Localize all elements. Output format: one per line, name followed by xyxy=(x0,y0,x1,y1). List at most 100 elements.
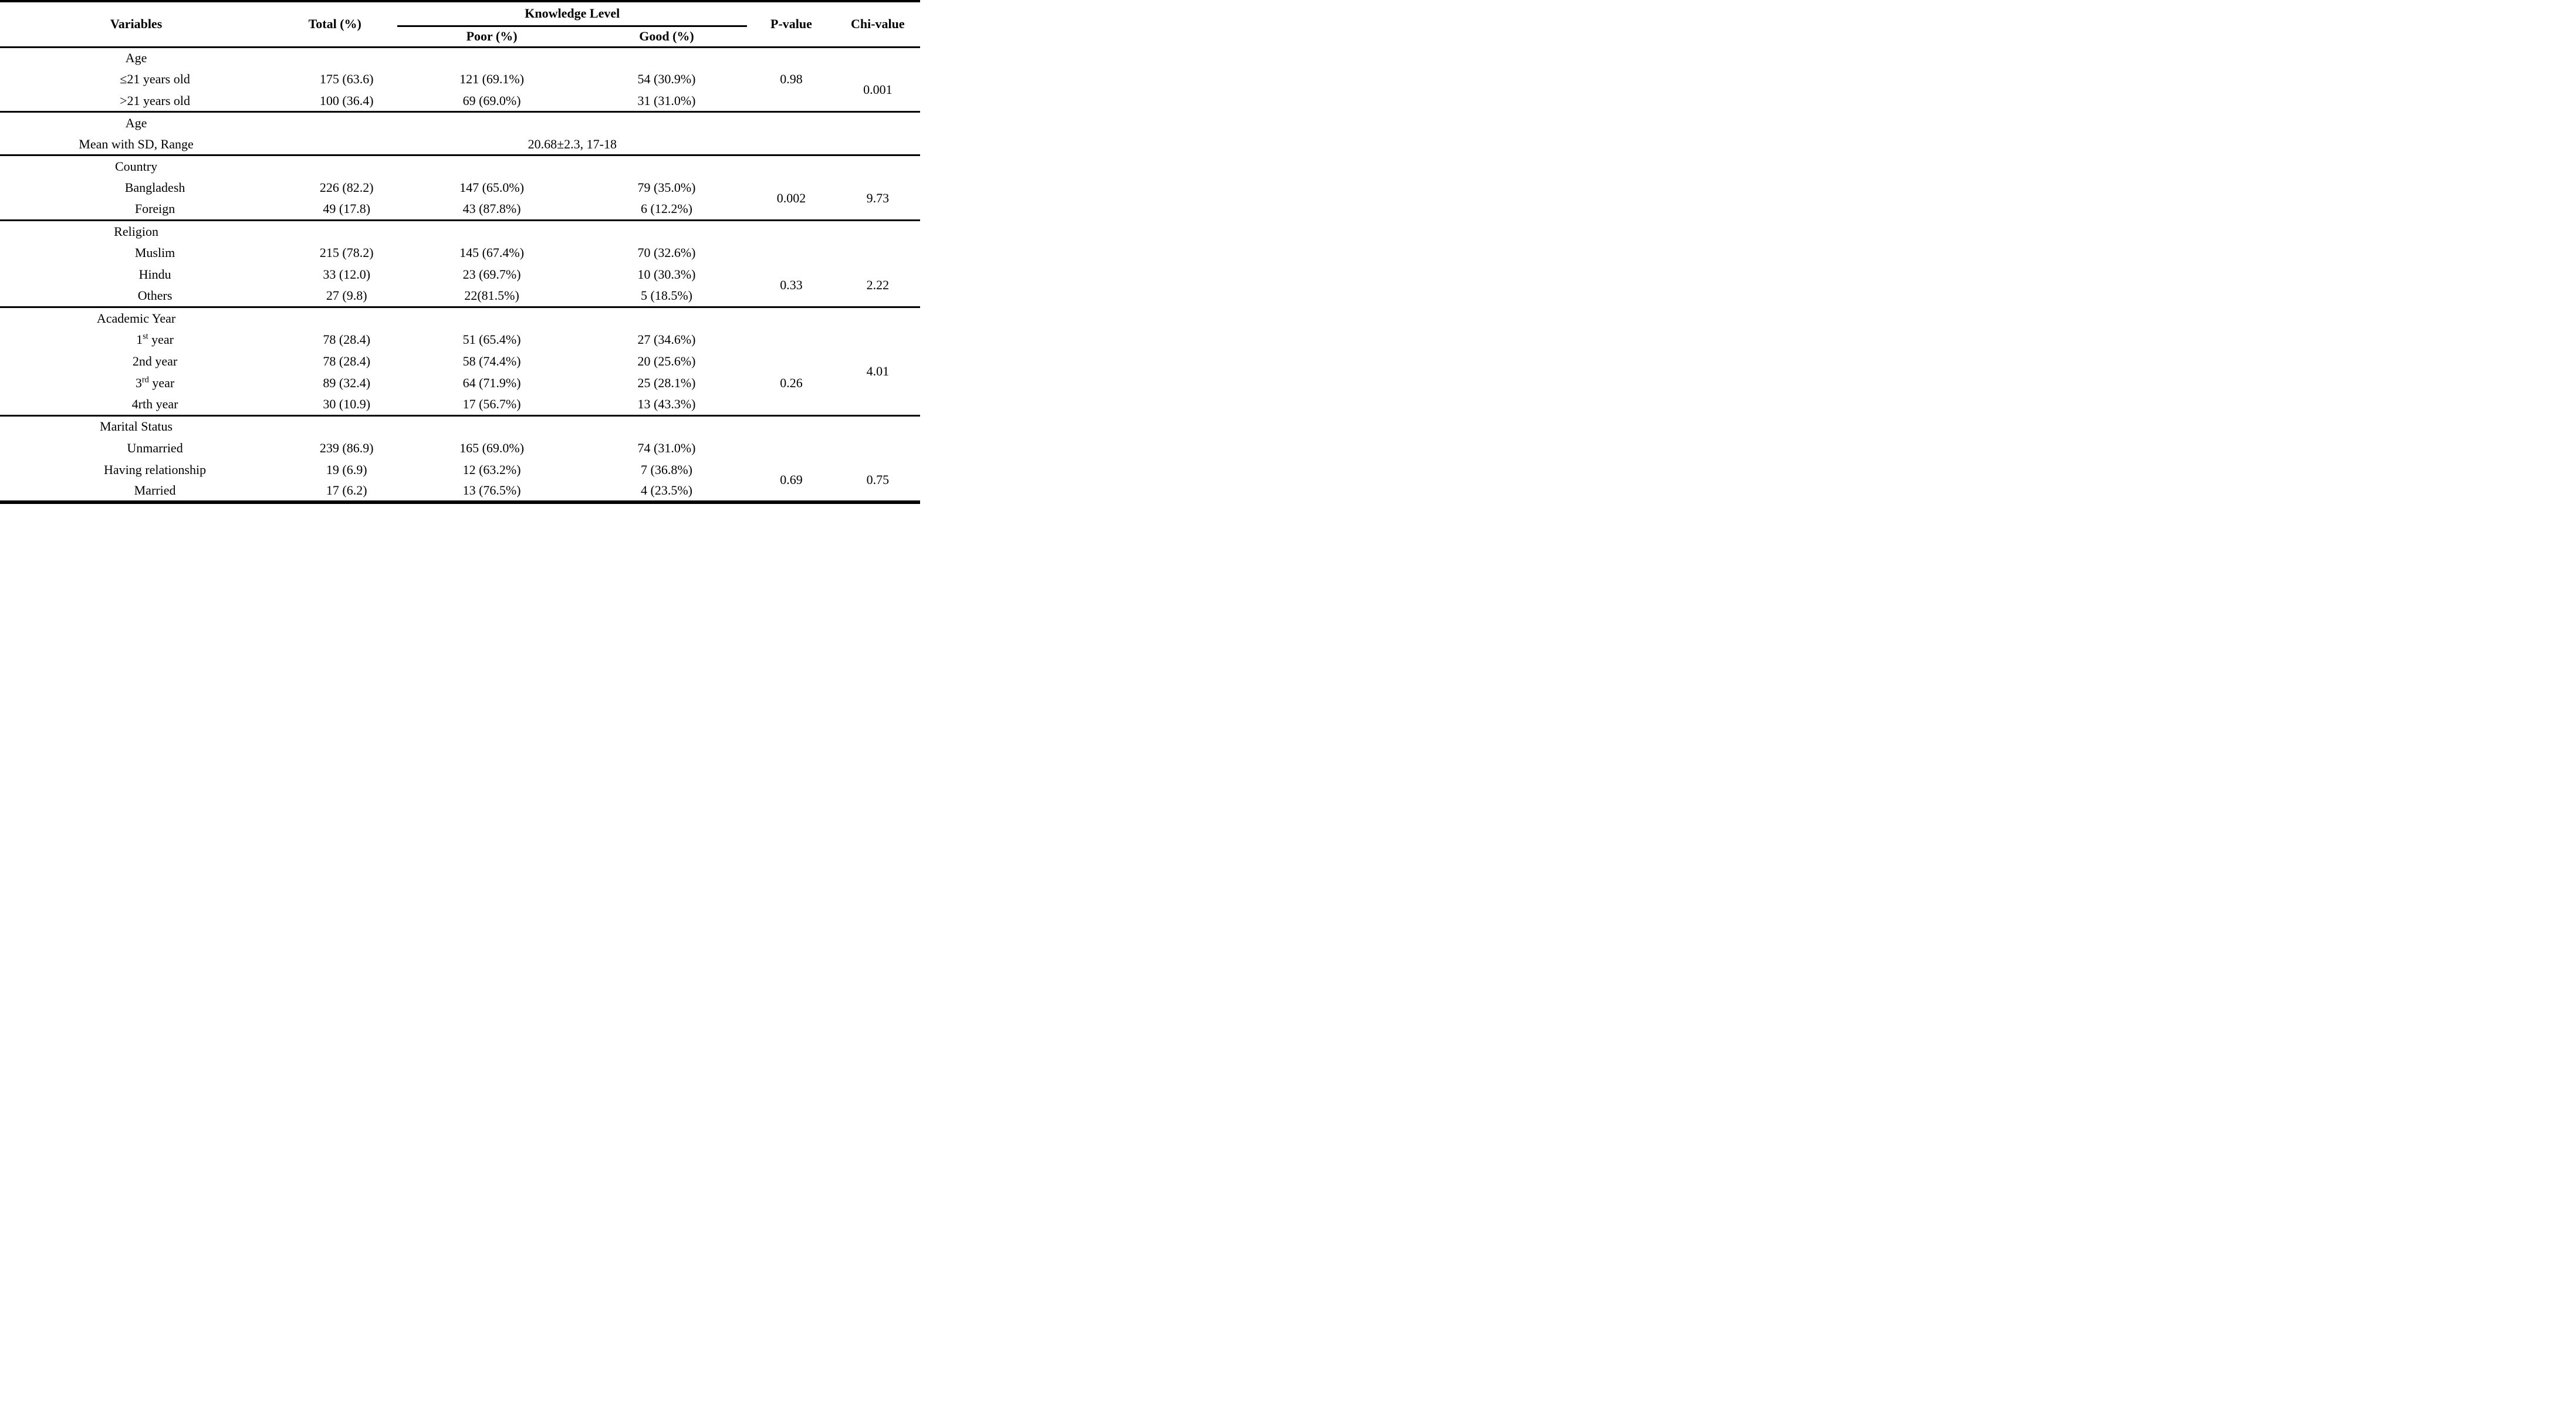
empty-cell xyxy=(272,47,397,69)
row-label: Unmarried xyxy=(127,440,183,455)
paper-table-page: Variables Total (%) Knowledge Level P-va… xyxy=(0,0,920,504)
empty-cell xyxy=(397,155,586,177)
empty-cell xyxy=(272,415,397,437)
cell-good: 5 (18.5%) xyxy=(641,288,692,303)
section-marital-status: Marital Status Unmarried 239 (86.9) 165 … xyxy=(0,415,920,502)
table-row: Foreign 49 (17.8) 43 (87.8%) 6 (12.2%) xyxy=(0,199,920,221)
section-title: Country xyxy=(115,158,158,174)
cell-total: 226 (82.2) xyxy=(319,180,374,195)
row-label: ≤21 years old xyxy=(120,72,190,87)
cell-total: 78 (28.4) xyxy=(323,331,371,347)
col-header-chi-value: Chi-value xyxy=(851,16,905,32)
empty-cell xyxy=(747,112,836,134)
cell-good: 13 (43.3%) xyxy=(637,396,696,411)
empty-cell xyxy=(397,415,586,437)
section-header-row: Age xyxy=(0,47,920,69)
empty-cell xyxy=(836,437,920,459)
empty-cell xyxy=(836,134,920,155)
empty-cell xyxy=(836,47,920,69)
empty-cell xyxy=(397,112,586,134)
empty-cell xyxy=(397,307,586,329)
empty-cell xyxy=(836,221,920,242)
empty-cell xyxy=(586,112,747,134)
header-row-2: Poor (%) Good (%) xyxy=(0,26,920,47)
row-label: Having relationship xyxy=(103,462,207,477)
cell-poor: 12 (63.2%) xyxy=(462,462,521,477)
row-label: 1st year xyxy=(0,329,272,350)
empty-cell xyxy=(747,155,836,177)
cell-poor: 69 (69.0%) xyxy=(462,93,521,108)
cell-poor: 51 (65.4%) xyxy=(462,331,521,347)
section-header-row: Academic Year xyxy=(0,307,920,329)
cell-good: 54 (30.9%) xyxy=(637,72,696,87)
col-header-good: Good (%) xyxy=(639,29,694,43)
section-title: Age xyxy=(125,116,147,131)
empty-cell xyxy=(747,134,836,155)
cell-good: 70 (32.6%) xyxy=(637,245,696,260)
empty-cell xyxy=(747,437,836,459)
table-row: Unmarried 239 (86.9) 165 (69.0%) 74 (31.… xyxy=(0,437,920,459)
cell-poor: 58 (74.4%) xyxy=(462,353,521,368)
cell-total: 17 (6.2) xyxy=(326,483,367,498)
cell-good: 27 (34.6%) xyxy=(637,331,696,347)
cell-poor: 145 (67.4%) xyxy=(459,245,525,260)
row-label: Married xyxy=(134,483,176,498)
section-age-mean: Age Mean with SD, Range 20.68±2.3, 17-18 xyxy=(0,112,920,155)
row-label: 3rd year xyxy=(0,372,272,394)
empty-cell xyxy=(586,155,747,177)
cell-poor: 23 (69.7%) xyxy=(462,266,521,282)
cell-good: 7 (36.8%) xyxy=(641,462,692,477)
empty-cell xyxy=(586,307,747,329)
cell-poor: 147 (65.0%) xyxy=(459,180,525,195)
ordinal-suffix: rd xyxy=(141,375,149,385)
cell-poor: 13 (76.5%) xyxy=(462,483,521,498)
cell-total: 239 (86.9) xyxy=(319,440,374,455)
row-label: Foreign xyxy=(134,201,175,216)
cell-total: 19 (6.9) xyxy=(326,462,367,477)
cell-total: 100 (36.4) xyxy=(319,93,374,108)
table-row: >21 years old 100 (36.4) 69 (69.0%) 31 (… xyxy=(0,90,920,112)
empty-cell xyxy=(747,394,836,415)
cell-chi-value: 0.001 xyxy=(863,82,893,97)
table-row: Others 27 (9.8) 22(81.5%) 5 (18.5%) xyxy=(0,285,920,307)
table-row: 3rd year 89 (32.4) 64 (71.9%) 25 (28.1%)… xyxy=(0,372,920,394)
cell-good: 31 (31.0%) xyxy=(637,93,696,108)
cell-good: 6 (12.2%) xyxy=(641,201,692,216)
empty-cell xyxy=(586,415,747,437)
section-title: Academic Year xyxy=(96,310,176,326)
table-row: Hindu 33 (12.0) 23 (69.7%) 10 (30.3%) 0.… xyxy=(0,263,920,292)
table-row: Having relationship 19 (6.9) 12 (63.2%) … xyxy=(0,459,920,487)
empty-cell xyxy=(586,47,747,69)
section-header-row: Country xyxy=(0,155,920,177)
cell-good: 4 (23.5%) xyxy=(641,483,692,498)
cell-p-value: 0.98 xyxy=(780,72,803,87)
section-header-row: Religion xyxy=(0,221,920,242)
empty-cell xyxy=(272,134,397,155)
cell-mean-sd-range: 20.68±2.3, 17-18 xyxy=(528,136,617,151)
col-header-variables: Variables xyxy=(110,16,163,32)
table-row: 1st year 78 (28.4) 51 (65.4%) 27 (34.6%)… xyxy=(0,329,920,379)
ordinal-rest: year xyxy=(148,375,175,390)
table-header: Variables Total (%) Knowledge Level P-va… xyxy=(0,1,920,47)
empty-cell xyxy=(747,47,836,69)
empty-cell xyxy=(747,350,836,372)
empty-cell xyxy=(836,155,920,177)
table-row: Bangladesh 226 (82.2) 147 (65.0%) 79 (35… xyxy=(0,177,920,205)
header-row-1: Variables Total (%) Knowledge Level P-va… xyxy=(0,1,920,31)
table-row: 4rth year 30 (10.9) 17 (56.7%) 13 (43.3%… xyxy=(0,394,920,415)
cell-total: 30 (10.9) xyxy=(323,396,371,411)
table-row: 2nd year 78 (28.4) 58 (74.4%) 20 (25.6%) xyxy=(0,350,920,372)
ordinal-suffix: st xyxy=(143,331,148,341)
empty-cell xyxy=(747,221,836,242)
row-label: Mean with SD, Range xyxy=(79,136,194,151)
cell-poor: 22(81.5%) xyxy=(464,288,519,303)
cell-poor: 43 (87.8%) xyxy=(462,201,521,216)
cell-total: 89 (32.4) xyxy=(323,375,371,390)
ordinal-rest: year xyxy=(148,331,174,347)
col-header-total: Total (%) xyxy=(308,16,361,32)
empty-cell xyxy=(272,221,397,242)
row-label: >21 years old xyxy=(120,93,191,108)
section-country: Country Bangladesh 226 (82.2) 147 (65.0%… xyxy=(0,155,920,221)
col-header-poor: Poor (%) xyxy=(466,29,518,43)
cell-chi-value: 0.75 xyxy=(866,472,890,487)
